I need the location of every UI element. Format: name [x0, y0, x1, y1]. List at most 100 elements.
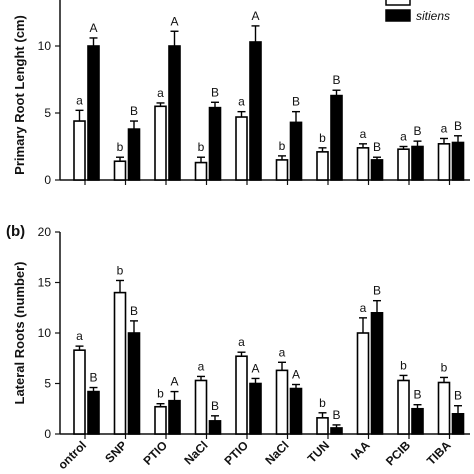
bar [289, 387, 303, 435]
x-tick-label: TUN [305, 438, 332, 465]
bar [127, 332, 141, 435]
y-tick-label: 5 [44, 106, 51, 120]
bar [411, 145, 424, 181]
significance-letter: a [198, 359, 205, 373]
significance-letter: b [319, 131, 326, 145]
significance-letter: b [117, 263, 124, 277]
bar [208, 420, 222, 435]
bar [451, 141, 465, 181]
significance-letter: B [130, 104, 138, 118]
y-tick-label: 5 [44, 377, 51, 391]
bar [275, 369, 289, 435]
bar [397, 379, 410, 435]
significance-letter: B [332, 73, 340, 87]
bar [330, 94, 343, 181]
significance-letter: A [170, 375, 178, 389]
significance-letter: a [157, 86, 164, 100]
significance-letter: B [413, 388, 421, 402]
bar [113, 291, 127, 435]
bar [127, 128, 141, 181]
significance-letter: B [211, 85, 219, 99]
significance-letter: a [238, 95, 245, 109]
significance-letter: B [454, 119, 462, 133]
significance-letter: a [76, 93, 83, 107]
bar [73, 120, 86, 181]
bar [235, 355, 248, 435]
x-tick-label: TIBA [424, 438, 454, 468]
significance-letter: a [400, 130, 407, 144]
significance-letter: b [441, 360, 448, 374]
significance-letter: B [332, 408, 340, 422]
bar [437, 143, 451, 181]
legend-swatch-sitiens [385, 9, 411, 22]
significance-letter: B [292, 95, 300, 109]
y-tick-label: 0 [44, 427, 51, 441]
significance-letter: A [89, 21, 97, 35]
panel-label-b: (b) [6, 223, 25, 240]
bar [370, 311, 384, 435]
panel-a-primary-root-length: 0 5 10 Primary Root Lenght (cm) a Ab Ba Ab Ba Ab B… [12, 0, 470, 187]
significance-letter: B [130, 304, 138, 318]
significance-letter: a [76, 329, 83, 343]
significance-letter: A [251, 361, 259, 375]
significance-letter: b [279, 139, 286, 153]
bar [168, 45, 181, 181]
bar [330, 427, 343, 435]
significance-letter: a [360, 301, 367, 315]
significance-letter: b [117, 140, 124, 154]
bar [451, 412, 465, 435]
significance-letter: a [441, 121, 448, 135]
bar [370, 159, 384, 181]
significance-letter: B [89, 371, 97, 385]
bar [356, 147, 370, 181]
y-tick-label: 0 [44, 173, 51, 187]
bar [73, 349, 86, 435]
bar [316, 151, 329, 181]
bar [235, 116, 248, 181]
x-tick-label: SNP [102, 438, 129, 465]
x-tick-label: IAA [348, 438, 373, 463]
bar [249, 41, 262, 181]
x-tick-label: NaCl [262, 438, 291, 467]
significance-letter: B [413, 124, 421, 138]
y-tick-label: 10 [38, 39, 52, 53]
x-tick-label: PTIO [221, 438, 251, 468]
bar [316, 417, 329, 435]
x-tick-label: NaCl [181, 438, 210, 467]
significance-letter: a [360, 127, 367, 141]
significance-letter: B [454, 389, 462, 403]
bar [87, 390, 100, 435]
bar [397, 148, 410, 181]
legend-label: sitiens [416, 9, 450, 23]
bar [154, 105, 167, 181]
bar [194, 379, 208, 435]
y-tick-label: 10 [38, 326, 52, 340]
y-tick-label: 20 [38, 225, 52, 239]
bar [113, 160, 127, 181]
bar [208, 106, 222, 181]
significance-letter: b [400, 358, 407, 372]
significance-letter: B [373, 284, 381, 298]
legend: sitiens [385, 0, 450, 23]
bar [437, 381, 451, 435]
bar [411, 407, 424, 435]
significance-letter: B [373, 140, 381, 154]
significance-letter: A [292, 368, 300, 382]
bar [289, 121, 303, 181]
bar [154, 405, 167, 435]
bar [275, 159, 289, 181]
significance-letter: a [279, 345, 286, 359]
bar [194, 161, 208, 181]
significance-letter: b [319, 396, 326, 410]
x-tick-label: PTIO [140, 438, 170, 468]
bar [249, 382, 262, 435]
significance-letter: B [211, 399, 219, 413]
y-axis-title: Primary Root Lenght (cm) [12, 15, 27, 175]
bar [356, 332, 370, 435]
significance-letter: b [157, 387, 164, 401]
bar [87, 45, 100, 181]
significance-letter: b [198, 140, 205, 154]
bar [168, 399, 181, 435]
